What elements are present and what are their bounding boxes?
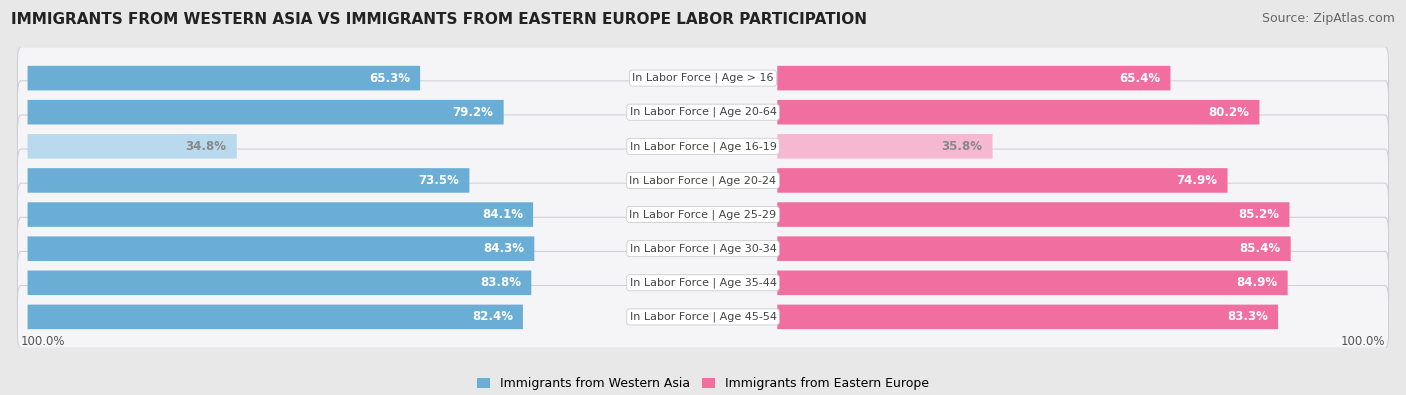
FancyBboxPatch shape xyxy=(17,251,1389,314)
FancyBboxPatch shape xyxy=(778,168,1227,193)
FancyBboxPatch shape xyxy=(778,134,993,159)
Text: 65.4%: 65.4% xyxy=(1119,71,1160,85)
Text: In Labor Force | Age 16-19: In Labor Force | Age 16-19 xyxy=(630,141,776,152)
Text: In Labor Force | Age 30-34: In Labor Force | Age 30-34 xyxy=(630,243,776,254)
Text: In Labor Force | Age 35-44: In Labor Force | Age 35-44 xyxy=(630,278,776,288)
Text: 85.2%: 85.2% xyxy=(1239,208,1279,221)
FancyBboxPatch shape xyxy=(28,236,534,261)
Text: 84.3%: 84.3% xyxy=(484,242,524,255)
FancyBboxPatch shape xyxy=(17,286,1389,348)
Text: In Labor Force | Age 25-29: In Labor Force | Age 25-29 xyxy=(630,209,776,220)
FancyBboxPatch shape xyxy=(778,202,1289,227)
FancyBboxPatch shape xyxy=(28,134,236,159)
FancyBboxPatch shape xyxy=(17,217,1389,280)
Text: IMMIGRANTS FROM WESTERN ASIA VS IMMIGRANTS FROM EASTERN EUROPE LABOR PARTICIPATI: IMMIGRANTS FROM WESTERN ASIA VS IMMIGRAN… xyxy=(11,12,868,27)
Text: 100.0%: 100.0% xyxy=(1341,335,1385,348)
FancyBboxPatch shape xyxy=(28,305,523,329)
FancyBboxPatch shape xyxy=(778,66,1170,90)
FancyBboxPatch shape xyxy=(778,236,1291,261)
FancyBboxPatch shape xyxy=(28,100,503,124)
FancyBboxPatch shape xyxy=(17,115,1389,178)
FancyBboxPatch shape xyxy=(28,202,533,227)
FancyBboxPatch shape xyxy=(778,271,1288,295)
Text: 82.4%: 82.4% xyxy=(472,310,513,324)
Text: 85.4%: 85.4% xyxy=(1240,242,1281,255)
FancyBboxPatch shape xyxy=(17,81,1389,144)
FancyBboxPatch shape xyxy=(778,305,1278,329)
FancyBboxPatch shape xyxy=(17,149,1389,212)
FancyBboxPatch shape xyxy=(778,100,1260,124)
Text: In Labor Force | Age 20-64: In Labor Force | Age 20-64 xyxy=(630,107,776,117)
Text: 100.0%: 100.0% xyxy=(21,335,65,348)
Text: 34.8%: 34.8% xyxy=(186,140,226,153)
FancyBboxPatch shape xyxy=(17,183,1389,246)
Text: 84.1%: 84.1% xyxy=(482,208,523,221)
FancyBboxPatch shape xyxy=(28,271,531,295)
FancyBboxPatch shape xyxy=(17,47,1389,109)
Text: 80.2%: 80.2% xyxy=(1208,106,1250,119)
Text: Source: ZipAtlas.com: Source: ZipAtlas.com xyxy=(1261,12,1395,25)
Text: 83.3%: 83.3% xyxy=(1227,310,1268,324)
Text: In Labor Force | Age 45-54: In Labor Force | Age 45-54 xyxy=(630,312,776,322)
FancyBboxPatch shape xyxy=(28,66,420,90)
FancyBboxPatch shape xyxy=(28,168,470,193)
Text: 84.9%: 84.9% xyxy=(1236,276,1278,289)
Text: 65.3%: 65.3% xyxy=(368,71,411,85)
Text: 73.5%: 73.5% xyxy=(419,174,460,187)
Text: In Labor Force | Age 20-24: In Labor Force | Age 20-24 xyxy=(630,175,776,186)
Text: 74.9%: 74.9% xyxy=(1177,174,1218,187)
Text: In Labor Force | Age > 16: In Labor Force | Age > 16 xyxy=(633,73,773,83)
Legend: Immigrants from Western Asia, Immigrants from Eastern Europe: Immigrants from Western Asia, Immigrants… xyxy=(472,372,934,395)
Text: 83.8%: 83.8% xyxy=(481,276,522,289)
Text: 79.2%: 79.2% xyxy=(453,106,494,119)
Text: 35.8%: 35.8% xyxy=(942,140,983,153)
